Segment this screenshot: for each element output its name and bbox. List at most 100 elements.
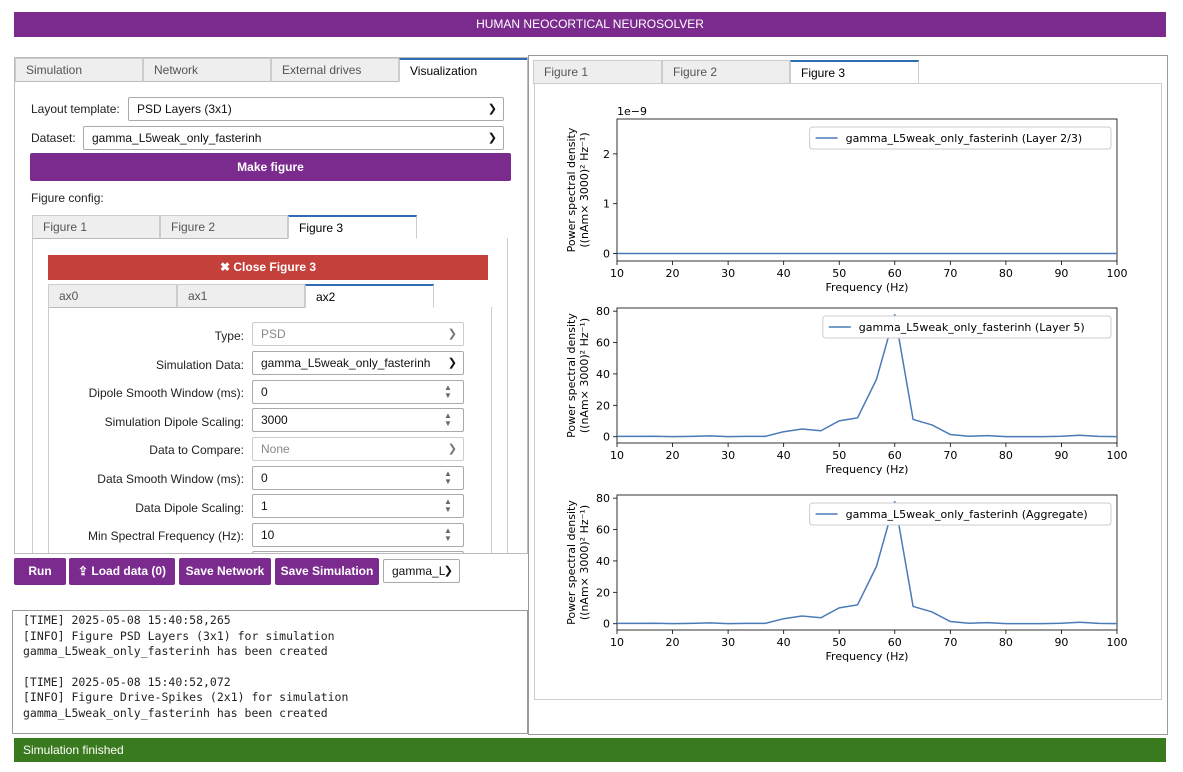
spinner-icon[interactable]: ▲ ▼ <box>444 411 452 428</box>
log-line: [INFO] Figure PSD Layers (3x1) for simul… <box>23 628 342 659</box>
tab-visualization[interactable]: Visualization <box>399 58 527 82</box>
log-output: [TIME] 2025-05-08 15:40:58,265 [INFO] Fig… <box>12 610 528 734</box>
legend-box <box>809 502 1112 526</box>
close-figure-button[interactable]: ✖ Close Figure 3 <box>48 255 488 280</box>
tab-ax2[interactable]: ax2 <box>305 284 434 308</box>
tab-figure-2[interactable]: Figure 2 <box>160 215 288 239</box>
tab-figure-3[interactable]: Figure 3 <box>790 60 919 84</box>
y-scale-label: 1e−9 <box>617 105 647 118</box>
x-tick-label: 30 <box>721 267 735 280</box>
x-tick-label: 80 <box>999 636 1013 649</box>
simulation-dipole-scaling-value: 3000 <box>261 413 288 427</box>
left-control-panel: Simulation Network External drives Visua… <box>14 57 528 554</box>
close-figure-label: Close Figure 3 <box>233 260 317 274</box>
data-to-compare-select[interactable]: None ❯ <box>252 437 464 461</box>
chevron-down-icon: ❯ <box>447 328 457 340</box>
tab-figure-2[interactable]: Figure 2 <box>662 60 790 84</box>
chevron-down-icon: ❯ <box>447 443 457 455</box>
data-to-compare-value: None <box>261 442 290 456</box>
dipole-smooth-window-input[interactable]: 0 ▲ ▼ <box>252 380 464 404</box>
legend-box <box>809 126 1112 150</box>
log-line <box>23 660 517 675</box>
next-field-partial <box>252 551 464 553</box>
x-tick-label: 70 <box>943 267 957 280</box>
x-tick-label: 70 <box>943 636 957 649</box>
type-value: PSD <box>261 327 286 341</box>
x-axis-label: Frequency (Hz) <box>826 650 909 663</box>
simulation-select[interactable]: gamma_L ❯ <box>383 559 460 583</box>
x-icon: ✖ <box>219 260 231 274</box>
type-label: Type: <box>214 329 244 343</box>
simulation-data-select[interactable]: gamma_L5weak_only_fasterinh ❯ <box>252 351 464 375</box>
psd-subplot-2: 10 20 30 40 50 60 70 80 90 100 0 20 40 60 80 Frequency … <box>565 305 1128 476</box>
data-smooth-window-input[interactable]: 0 ▲ ▼ <box>252 466 464 490</box>
psd-series-line <box>617 501 1118 625</box>
log-line: [INFO] Figure Drive-Spikes (2x1) for sim… <box>23 690 356 720</box>
tab-simulation[interactable]: Simulation <box>15 58 143 82</box>
tab-figure-3[interactable]: Figure 3 <box>288 215 417 239</box>
min-spectral-frequency-label: Min Spectral Frequency (Hz): <box>87 529 244 543</box>
spinner-icon[interactable]: ▲ ▼ <box>444 526 452 543</box>
log-line: [TIME] 2025-05-08 15:40:52,072 <box>23 674 231 689</box>
psd-series-line <box>617 314 1118 438</box>
x-tick-label: 80 <box>999 449 1013 462</box>
axis-config-body <box>48 307 492 553</box>
figure-config-body <box>32 238 508 553</box>
psd-subplot-1: 10 20 30 40 50 60 70 80 90 100 0 1 2 1e−9 Frequency (H… <box>565 105 1128 294</box>
y-axis-label: Power spectral density <box>565 127 578 252</box>
plot-frame <box>616 118 1118 262</box>
y-axis-label-units: ((nAm× 3000)² Hz⁻¹) <box>578 318 591 433</box>
y-axis-label: Power spectral density <box>565 313 578 438</box>
legend-label: gamma_L5weak_only_fasterinh (Layer 2/3) <box>846 132 1083 145</box>
dataset-value: gamma_L5weak_only_fasterinh <box>92 131 262 145</box>
x-tick-label: 30 <box>721 636 735 649</box>
tab-ax1[interactable]: ax1 <box>177 284 305 308</box>
load-data-label: Load data (0) <box>91 564 167 578</box>
dataset-select[interactable]: gamma_L5weak_only_fasterinh ❯ <box>83 126 504 150</box>
figure-config-tabs: Figure 1 Figure 2 Figure 3 <box>32 215 417 239</box>
save-network-button[interactable]: Save Network <box>179 558 271 585</box>
data-dipole-scaling-value: 1 <box>261 499 268 513</box>
tab-network[interactable]: Network <box>143 58 271 82</box>
make-figure-button[interactable]: Make figure <box>30 153 511 181</box>
y-tick-label: 40 <box>596 368 610 381</box>
chevron-down-icon: ❯ <box>447 357 457 369</box>
y-tick-label: 20 <box>596 399 610 412</box>
y-tick-label: 20 <box>596 586 610 599</box>
x-tick-label: 100 <box>1107 636 1128 649</box>
tab-external-drives[interactable]: External drives <box>271 58 399 82</box>
tab-ax0[interactable]: ax0 <box>48 284 177 308</box>
tab-figure-1[interactable]: Figure 1 <box>32 215 160 239</box>
data-to-compare-label: Data to Compare: <box>149 443 244 457</box>
simulation-dipole-scaling-input[interactable]: 3000 ▲ ▼ <box>252 408 464 432</box>
x-tick-label: 50 <box>832 636 846 649</box>
run-button[interactable]: Run <box>14 558 66 585</box>
y-tick-label: 0 <box>603 248 610 261</box>
x-tick-label: 20 <box>666 267 680 280</box>
load-data-button[interactable]: ⇪ Load data (0) <box>69 558 175 585</box>
x-tick-label: 80 <box>999 267 1013 280</box>
x-tick-label: 40 <box>777 636 791 649</box>
save-simulation-button[interactable]: Save Simulation <box>275 558 379 585</box>
legend-box <box>822 315 1112 339</box>
spinner-icon[interactable]: ▲ ▼ <box>444 469 452 486</box>
type-select[interactable]: PSD ❯ <box>252 322 464 346</box>
layout-template-label: Layout template: <box>31 102 120 116</box>
simulation-data-value: gamma_L5weak_only_fasterinh <box>261 356 431 370</box>
x-tick-label: 90 <box>1054 449 1068 462</box>
spinner-icon[interactable]: ▲ ▼ <box>444 497 452 514</box>
figure-panel <box>528 55 1168 735</box>
dipole-smooth-window-value: 0 <box>261 385 268 399</box>
tab-figure-1[interactable]: Figure 1 <box>533 60 662 84</box>
x-tick-label: 20 <box>666 636 680 649</box>
min-spectral-frequency-input[interactable]: 10 ▲ ▼ <box>252 523 464 547</box>
x-tick-label: 70 <box>943 449 957 462</box>
simulation-dipole-scaling-label: Simulation Dipole Scaling: <box>104 415 244 429</box>
layout-template-select[interactable]: PSD Layers (3x1) ❯ <box>128 97 504 121</box>
plot-frame <box>616 494 1118 631</box>
y-tick-label: 60 <box>596 524 610 537</box>
data-dipole-scaling-input[interactable]: 1 ▲ ▼ <box>252 494 464 518</box>
spinner-icon[interactable]: ▲ ▼ <box>444 383 452 400</box>
dipole-smooth-window-label: Dipole Smooth Window (ms): <box>88 386 244 400</box>
x-tick-label: 90 <box>1054 636 1068 649</box>
